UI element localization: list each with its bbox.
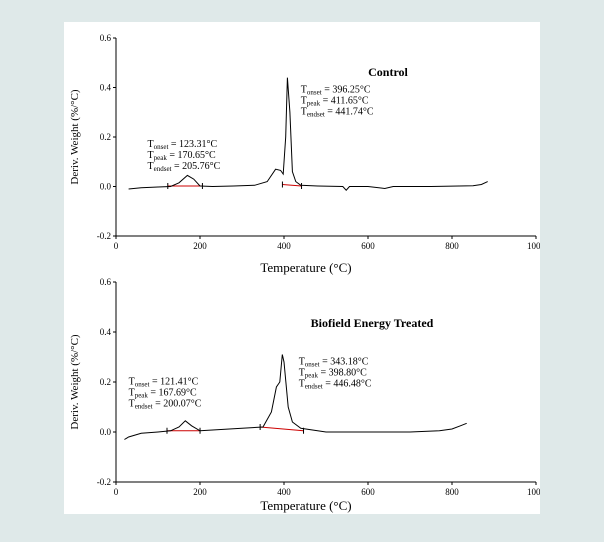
- chart-title: Biofield Energy Treated: [311, 316, 434, 330]
- peak-annotation: Tendset = 441.74°C: [301, 106, 374, 118]
- chart-2: -0.2 0.0 0.2 0.4 0.6 0 200 400 600 800 1000 Tempera…: [69, 277, 546, 513]
- series-line: [124, 354, 467, 440]
- figure-panel: -0.2 0.0 0.2 0.4 0.6 0 200 400 600 800 1000 Tempera…: [64, 22, 546, 514]
- peak-baseline: [282, 184, 302, 187]
- y-axis-label: Deriv. Weight (%/°C): [69, 334, 81, 429]
- peak-annotation: Tonset = 121.41°C: [129, 377, 199, 389]
- peak-annotation: Tendset = 200.07°C: [129, 399, 202, 411]
- y-tick-label: 0.0: [100, 427, 112, 437]
- peak-annotation: Tpeak = 411.65°C: [301, 95, 369, 107]
- y-tick-label: 0.4: [100, 83, 112, 93]
- x-tick-label: 0: [114, 487, 119, 497]
- x-tick-label: 600: [361, 487, 375, 497]
- y-tick-label: -0.2: [97, 231, 111, 241]
- peak-annotation: Tpeak = 167.69°C: [129, 388, 197, 400]
- peak-annotation: Tonset = 123.31°C: [148, 139, 218, 151]
- peak-annotation: Tonset = 396.25°C: [301, 84, 371, 96]
- x-tick-label: 400: [277, 487, 291, 497]
- x-tick-label: 0: [114, 241, 119, 251]
- tga-figure: -0.2 0.0 0.2 0.4 0.6 0 200 400 600 800 1000 Tempera…: [69, 33, 546, 513]
- x-tick-label: 200: [193, 487, 207, 497]
- y-tick-label: 0.2: [100, 132, 111, 142]
- chart-1: -0.2 0.0 0.2 0.4 0.6 0 200 400 600 800 1000 Tempera…: [69, 33, 546, 275]
- x-axis-label: Temperature (°C): [260, 260, 351, 275]
- x-tick-label: 400: [277, 241, 291, 251]
- x-tick-label: 1000: [527, 241, 540, 251]
- x-tick-label: 600: [361, 241, 375, 251]
- series-line: [128, 77, 488, 191]
- peak-annotation: Tpeak = 170.65°C: [148, 150, 216, 162]
- peak-annotation: Tonset = 343.18°C: [299, 357, 369, 369]
- peak-annotation: Tendset = 446.48°C: [299, 379, 372, 391]
- y-tick-label: -0.2: [97, 477, 111, 487]
- y-tick-label: 0.6: [100, 33, 112, 43]
- y-axis-label: Deriv. Weight (%/°C): [69, 89, 81, 184]
- x-axis-label: Temperature (°C): [260, 498, 351, 513]
- x-tick-label: 800: [445, 487, 459, 497]
- y-tick-label: 0.4: [100, 327, 112, 337]
- chart-title: Control: [368, 65, 408, 79]
- y-tick-label: 0.0: [100, 182, 112, 192]
- peak-annotation: Tpeak = 398.80°C: [299, 368, 367, 380]
- peak-baseline: [260, 426, 304, 432]
- y-tick-label: 0.6: [100, 277, 112, 287]
- peak-annotation: Tendset = 205.76°C: [148, 161, 221, 173]
- x-tick-label: 800: [445, 241, 459, 251]
- x-tick-label: 1000: [527, 487, 540, 497]
- y-tick-label: 0.2: [100, 377, 111, 387]
- x-tick-label: 200: [193, 241, 207, 251]
